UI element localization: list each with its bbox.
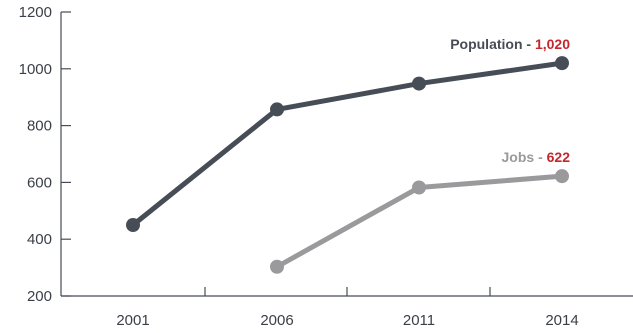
series-group [126, 56, 569, 274]
x-tick-label: 2011 [403, 312, 435, 329]
series-label-value: 622 [547, 149, 571, 165]
x-axis-ticks: 2001 2006 2011 2014 [116, 287, 579, 329]
series-label-population: Population - 1,020 [450, 36, 570, 52]
data-point-population [126, 218, 140, 232]
series-label-jobs: Jobs - 622 [502, 149, 571, 165]
series-labels: Population - 1,020 Jobs - 622 [450, 36, 570, 165]
data-point-population [412, 76, 426, 91]
y-tick-label: 1000 [19, 61, 52, 78]
x-tick-label: 2006 [260, 312, 293, 329]
y-axis-ticks: 200 400 600 800 1000 1200 [19, 4, 71, 305]
y-tick-label: 1200 [19, 4, 52, 21]
data-point-jobs [555, 169, 569, 184]
data-point-population [270, 102, 284, 117]
data-point-jobs [412, 180, 426, 195]
data-point-jobs [270, 259, 284, 274]
series-label-name: Population - [450, 36, 535, 52]
series-line-population [130, 60, 565, 228]
data-point-population [555, 56, 569, 71]
y-tick-label: 600 [27, 174, 52, 191]
x-tick-label: 2001 [116, 312, 149, 329]
x-tick-label: 2014 [545, 312, 578, 329]
y-tick-label: 800 [27, 118, 52, 135]
y-tick-label: 200 [27, 288, 52, 305]
series-label-value: 1,020 [535, 36, 570, 52]
series-label-name: Jobs - [502, 149, 547, 165]
y-tick-label: 400 [27, 231, 52, 248]
